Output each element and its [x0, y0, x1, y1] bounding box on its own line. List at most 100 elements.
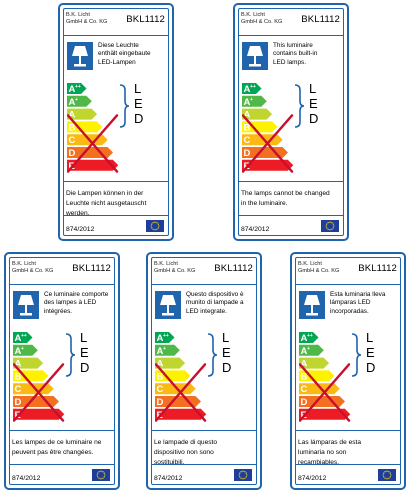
eu-flag-icon [234, 469, 252, 481]
energy-class-letter: C [69, 135, 76, 146]
manufacturer: B.K. Licht GmbH & Co. KG [298, 261, 339, 275]
energy-class-letter: A [157, 333, 164, 344]
divider [63, 35, 169, 36]
led-letter: D [309, 111, 319, 126]
energy-class-bar: B [299, 370, 335, 382]
curly-brace [205, 332, 219, 383]
energy-class-letter: B [157, 371, 164, 382]
label-inner-frame [295, 257, 401, 485]
eu-flag-icon [378, 469, 396, 481]
label-inner-frame [63, 8, 169, 236]
energy-label: B.K. Licht GmbH & Co. KG BKL1112 Questo dis… [146, 252, 262, 490]
curly-brace [63, 332, 77, 383]
label-inner-frame [9, 257, 115, 485]
energy-class-bar: B [67, 121, 103, 133]
energy-class-letter: C [15, 384, 22, 395]
note-line: recambiables. [298, 459, 340, 466]
energy-class-bar: B [13, 370, 49, 382]
energy-class-superscript: + [75, 97, 78, 103]
manufacturer-line: B.K. Licht [298, 261, 322, 267]
eu-flag-icon [321, 220, 339, 232]
manufacturer: B.K. Licht GmbH & Co. KG [66, 12, 107, 26]
energy-class-superscript: ++ [21, 333, 27, 339]
info-line: incorporadas. [330, 307, 369, 315]
energy-class-letter: A [157, 346, 164, 357]
energy-class-letter: A [69, 110, 76, 121]
table-lamp-icon [242, 42, 268, 70]
table-lamp-icon [67, 42, 93, 70]
cross-out-mark [66, 114, 119, 173]
manufacturer-line: B.K. Licht [154, 261, 178, 267]
energy-class-letter: D [301, 397, 308, 408]
energy-label: B.K. Licht GmbH & Co. KG BKL1112 Esta lumin… [290, 252, 406, 490]
energy-class-bar: A [13, 357, 44, 370]
info-line: intégrées. [44, 307, 73, 315]
curly-brace [117, 83, 131, 134]
energy-class-superscript: ++ [250, 84, 256, 90]
curly-brace [349, 332, 363, 383]
cross-out-mark [241, 114, 294, 173]
energy-class-letter: D [157, 397, 164, 408]
manufacturer: B.K. Licht GmbH & Co. KG [154, 261, 195, 275]
energy-class-bar: A ++ [13, 332, 33, 344]
divider [295, 464, 401, 465]
info-line: Diese Leuchte [98, 42, 139, 49]
regulation-number: 874/2012 [241, 226, 270, 233]
info-line: lámparas LED [330, 299, 371, 307]
energy-class-letter: A [157, 359, 164, 370]
divider [151, 430, 257, 431]
info-line: LED-Lampen [98, 58, 136, 66]
energy-label: B.K. Licht GmbH & Co. KG BKL1112 This lumin… [233, 3, 349, 241]
note-line: Las lámparas de esta [298, 439, 362, 446]
energy-class-superscript: + [250, 97, 253, 103]
energy-class-letter: B [301, 371, 308, 382]
eu-flag-icon [92, 469, 110, 481]
label-inner-frame [238, 8, 344, 236]
divider [9, 430, 115, 431]
led-letter: L [134, 81, 142, 96]
energy-class-bar: A [299, 357, 330, 370]
divider [151, 284, 257, 285]
energy-class-letter: D [69, 148, 76, 159]
energy-class-letter: A [69, 97, 76, 108]
model-number: BKL1112 [358, 263, 397, 274]
energy-class-superscript: + [21, 346, 24, 352]
manufacturer-line: GmbH & Co. KG [66, 19, 108, 25]
energy-class-letter: C [157, 384, 164, 395]
info-line: This luminaire [273, 42, 313, 49]
led-letter: E [222, 345, 231, 360]
note-line: Leuchte nicht ausgetauscht [66, 200, 147, 207]
manufacturer-line: GmbH & Co. KG [12, 268, 54, 274]
energy-class-letter: B [15, 371, 22, 382]
energy-class-scale: A++A+ABCDE [298, 332, 359, 422]
table-lamp-icon [13, 291, 39, 319]
energy-class-letter: A [301, 333, 308, 344]
note-line: Le lampade di questo [154, 439, 218, 446]
manufacturer-line: GmbH & Co. KG [241, 19, 283, 25]
energy-class-superscript: ++ [75, 84, 81, 90]
energy-class-bar: A ++ [299, 332, 319, 344]
divider [9, 284, 115, 285]
curly-brace [292, 83, 306, 134]
lamp-replacement-note: The lamps cannot be changed in the lumina… [241, 189, 343, 209]
energy-class-superscript: + [307, 346, 310, 352]
note-line: dispositivo non sono [154, 449, 214, 456]
model-number: BKL1112 [126, 14, 165, 25]
divider [63, 181, 169, 182]
energy-class-letter: A [69, 84, 76, 95]
info-line: enthält eingebaute [98, 50, 151, 58]
led-letter: E [80, 345, 89, 360]
regulation-number: 874/2012 [154, 475, 183, 482]
info-line: Questo dispositivo è [186, 291, 244, 298]
note-line: peuvent pas être changées. [12, 449, 94, 456]
energy-class-letter: B [69, 122, 76, 133]
energy-class-letter: B [244, 122, 251, 133]
info-line: Esta luminaria lleva [330, 291, 386, 298]
info-line: des lampes à LED [44, 299, 97, 307]
lamp-info-text: This luminaire contains built-in LED lamps… [273, 42, 343, 67]
divider [238, 215, 344, 216]
cross-out-mark [154, 363, 207, 422]
energy-label: B.K. Licht GmbH & Co. KG BKL1112 Ce luminai… [4, 252, 120, 490]
led-letter: L [222, 330, 230, 345]
